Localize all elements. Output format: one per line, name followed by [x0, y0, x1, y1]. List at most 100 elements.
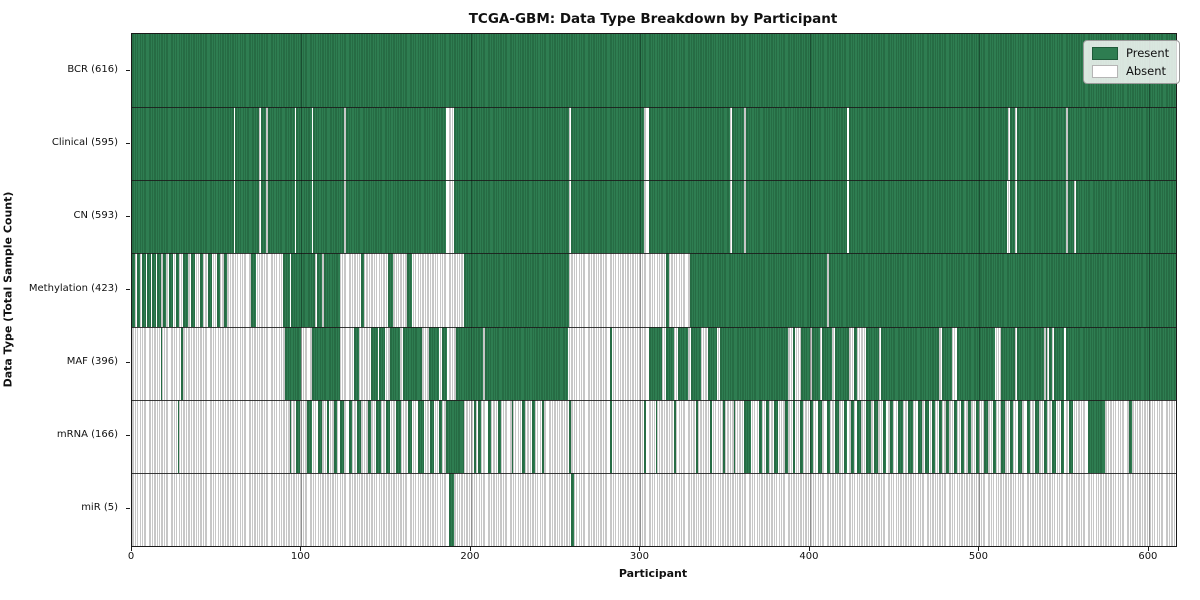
row-methylation [132, 253, 1176, 327]
present-segment [799, 399, 804, 473]
present-segment [674, 399, 677, 473]
present-segment [267, 107, 295, 181]
present-segment [313, 107, 344, 181]
present-segment [821, 326, 832, 400]
present-segment [379, 326, 385, 400]
present-segment [992, 399, 997, 473]
present-segment [709, 399, 712, 473]
present-segment [1035, 399, 1039, 473]
present-segment [454, 107, 570, 181]
row-maf [132, 326, 1176, 400]
y-tick-mark [126, 69, 130, 71]
present-segment [323, 253, 341, 327]
present-segment [648, 326, 663, 400]
present-segment [132, 253, 136, 327]
present-segment [1043, 399, 1048, 473]
present-segment [208, 253, 212, 327]
present-segment [723, 399, 726, 473]
legend-swatch-present [1092, 46, 1118, 60]
present-segment [406, 253, 412, 327]
present-segment [865, 399, 871, 473]
present-segment [792, 326, 795, 400]
y-tick-label-mrna: mRNA (166) [56, 429, 118, 441]
y-tick-mark [126, 215, 130, 217]
present-segment [157, 253, 161, 327]
present-segment [689, 253, 827, 327]
present-segment [835, 326, 849, 400]
present-segment [396, 399, 402, 473]
present-segment [570, 472, 575, 546]
present-segment [1001, 326, 1015, 400]
present-segment [976, 399, 980, 473]
present-segment [733, 399, 736, 473]
present-segment [843, 399, 848, 473]
present-segment [889, 399, 893, 473]
present-segment [570, 180, 644, 254]
present-segment [132, 107, 234, 181]
present-segment [731, 107, 744, 181]
present-segment [137, 253, 141, 327]
present-segment [326, 399, 329, 473]
x-tick-label-600: 600 [1138, 551, 1158, 562]
present-segment [677, 326, 688, 400]
present-segment [345, 107, 446, 181]
y-tick-mark [126, 508, 130, 510]
present-segment [403, 326, 422, 400]
present-segment [609, 399, 612, 473]
present-segment [340, 399, 344, 473]
present-segment [181, 326, 183, 400]
present-segment [311, 326, 341, 400]
present-segment [296, 399, 300, 473]
present-segment [176, 253, 180, 327]
present-segment [360, 253, 365, 327]
present-segment [282, 253, 290, 327]
present-segment [531, 399, 536, 473]
present-segment [367, 399, 371, 473]
present-segment [260, 107, 266, 181]
present-segment [152, 253, 156, 327]
present-segment [182, 253, 188, 327]
legend-item-absent: Absent [1092, 64, 1169, 78]
present-segment [260, 180, 266, 254]
row-separator [132, 180, 1176, 182]
y-tick-label-bcr: BCR (616) [67, 63, 118, 75]
present-segment [357, 399, 361, 473]
x-tick-label-500: 500 [968, 551, 988, 562]
present-segment [498, 399, 502, 473]
x-tick-mark [639, 546, 641, 551]
present-segment [199, 253, 204, 327]
x-tick-mark [978, 546, 980, 551]
present-segment [925, 399, 929, 473]
present-segment [918, 399, 922, 473]
present-segment [882, 399, 887, 473]
present-segment [296, 180, 312, 254]
present-segment [454, 180, 570, 254]
present-segment [648, 107, 731, 181]
present-segment [438, 399, 443, 473]
legend-label-present: Present [1126, 46, 1170, 60]
present-segment [430, 399, 434, 473]
present-segment [1016, 107, 1066, 181]
present-segment [957, 326, 995, 400]
present-segment [267, 180, 295, 254]
y-tick-label-cn: CN (593) [73, 209, 118, 221]
present-segment [960, 399, 965, 473]
present-segment [132, 34, 1176, 108]
present-segment [1067, 107, 1176, 181]
present-segment [445, 399, 465, 473]
gridline-x-600 [1148, 34, 1150, 546]
present-segment [235, 107, 260, 181]
present-segment [235, 180, 260, 254]
present-segment [826, 399, 831, 473]
y-tick-mark [126, 435, 130, 437]
present-segment [720, 326, 788, 400]
present-segment [655, 399, 658, 473]
present-segment [191, 253, 195, 327]
present-segment [881, 326, 939, 400]
y-tick-mark [126, 289, 130, 290]
present-segment [542, 399, 544, 473]
row-separator [132, 107, 1176, 109]
present-segment [345, 180, 446, 254]
present-segment [1087, 399, 1105, 473]
present-segment [223, 253, 227, 327]
